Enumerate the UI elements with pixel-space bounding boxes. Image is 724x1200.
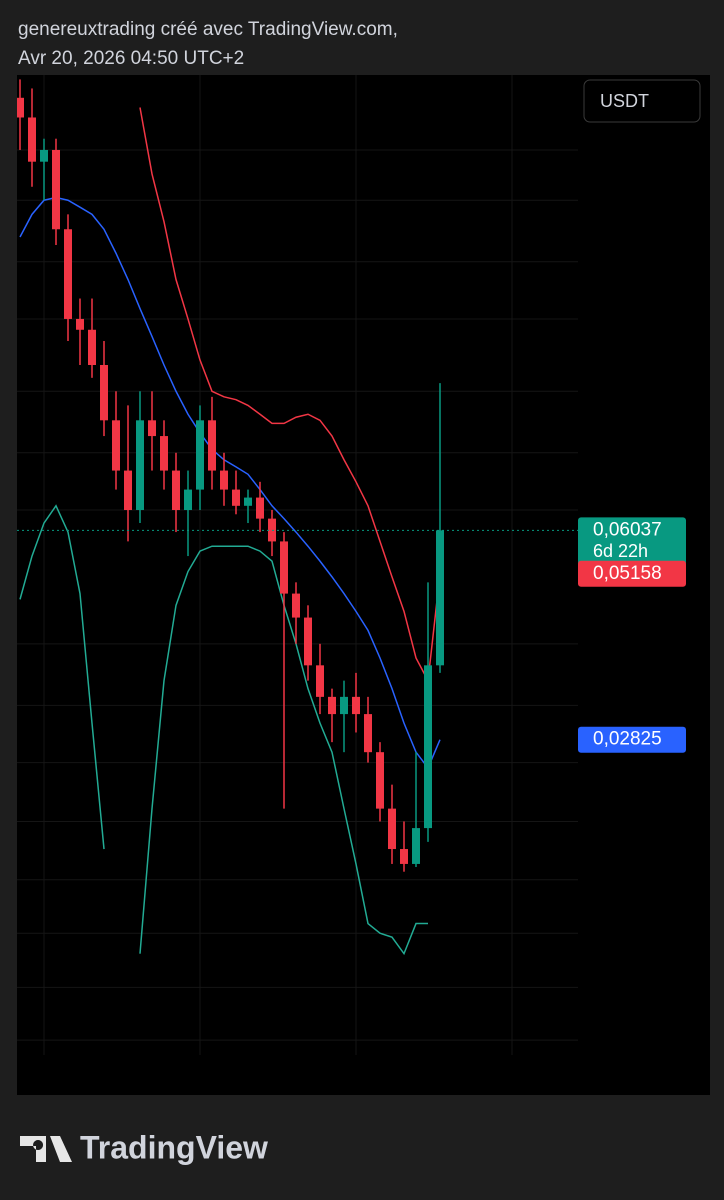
candle-body <box>352 696 360 715</box>
plot: 0,240000,200000,160000,130000,100000,080… <box>17 75 578 1055</box>
candle-body <box>328 696 336 715</box>
candle-body <box>88 329 96 365</box>
price-label-box <box>578 560 686 587</box>
candle-body <box>196 420 204 490</box>
candle-body <box>17 97 24 118</box>
candle-body <box>136 420 144 511</box>
logo-icon <box>20 1136 72 1162</box>
candle-body <box>76 318 84 330</box>
band-line <box>19 196 441 770</box>
candle-body <box>52 149 60 230</box>
candle-body <box>40 149 48 162</box>
candle-body <box>232 489 240 506</box>
price-label: 0,06037 <box>593 519 662 540</box>
candle-body <box>400 849 408 864</box>
candle-body <box>424 665 432 829</box>
candle-body <box>388 808 396 850</box>
price-label-box <box>578 726 686 753</box>
candle-body <box>208 420 216 471</box>
price-label-box <box>578 517 686 566</box>
price-label: 0,05158 <box>593 563 662 584</box>
candle-body <box>376 752 384 809</box>
candle-body <box>244 497 252 506</box>
candle-body <box>304 617 312 666</box>
author-line: genereuxtrading créé avec TradingView.co… <box>18 19 398 40</box>
candle-body <box>340 696 348 715</box>
candle-body <box>316 665 324 697</box>
date-line: Avr 20, 2026 04:50 UTC+2 <box>18 48 244 69</box>
currency-box[interactable] <box>583 79 701 123</box>
candle-body <box>112 420 120 471</box>
candle-body <box>220 470 228 490</box>
candle-body <box>364 714 372 753</box>
countdown: 6d 22h <box>593 541 648 561</box>
candle-body <box>160 436 168 471</box>
candle-body <box>172 470 180 511</box>
candle-body <box>28 117 36 162</box>
candle-body <box>292 593 300 618</box>
candle-body <box>124 470 132 511</box>
candle-body <box>412 828 420 864</box>
candle-body <box>280 541 288 594</box>
currency: USDT <box>600 91 649 111</box>
band-line <box>139 107 441 684</box>
price-label: 0,02825 <box>593 729 662 750</box>
logo-text: TradingView <box>80 1129 268 1165</box>
candle-body <box>64 229 72 319</box>
candle-body <box>436 530 444 666</box>
candle-body <box>148 420 156 437</box>
candle-body <box>256 497 264 519</box>
logo: TradingView <box>20 1129 268 1165</box>
candle-body <box>184 489 192 511</box>
candle-body <box>100 364 108 421</box>
